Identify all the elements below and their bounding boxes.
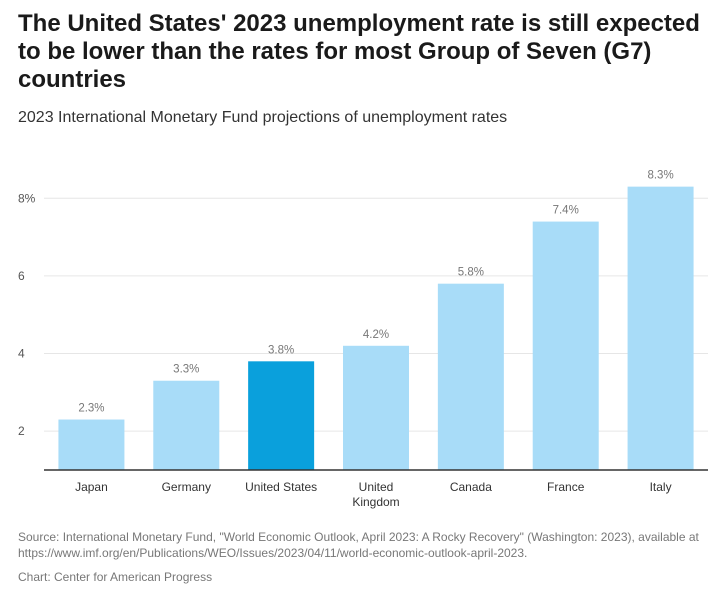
category-label: France <box>547 480 585 494</box>
y-tick-label: 6 <box>18 269 25 283</box>
data-label: 3.3% <box>173 364 199 376</box>
data-label: 4.2% <box>363 329 389 341</box>
source-note: Source: International Monetary Fund, "Wo… <box>18 530 699 560</box>
category-label: United <box>359 480 394 494</box>
y-tick-label: 8% <box>18 191 36 205</box>
category-label: Japan <box>75 480 108 494</box>
bar <box>437 283 504 470</box>
bar <box>248 361 315 470</box>
bar <box>627 186 694 470</box>
data-label: 2.3% <box>78 403 104 415</box>
category-label: United States <box>245 480 317 494</box>
data-label: 8.3% <box>647 170 673 182</box>
y-tick-label: 4 <box>18 347 25 361</box>
chart-subtitle: 2023 International Monetary Fund project… <box>18 109 508 126</box>
data-label: 3.8% <box>268 344 294 356</box>
category-label: Kingdom <box>352 495 399 509</box>
bar <box>58 419 125 470</box>
bar-chart: 2 4 6 8% 2.3% Japan 3.3% Germany 3.8% United Stat… <box>18 170 708 509</box>
category-label: Italy <box>650 480 672 494</box>
chart-credit: Chart: Center for American Progress <box>18 570 213 584</box>
category-label: Germany <box>162 480 211 494</box>
category-label: Canada <box>450 480 492 494</box>
y-tick-label: 2 <box>18 424 25 438</box>
data-label: 5.8% <box>458 267 484 279</box>
chart-title: The United States' 2023 unemployment rat… <box>18 10 700 93</box>
data-label: 7.4% <box>553 205 579 217</box>
bar <box>532 221 599 470</box>
bar <box>343 345 409 470</box>
bar <box>153 380 220 470</box>
